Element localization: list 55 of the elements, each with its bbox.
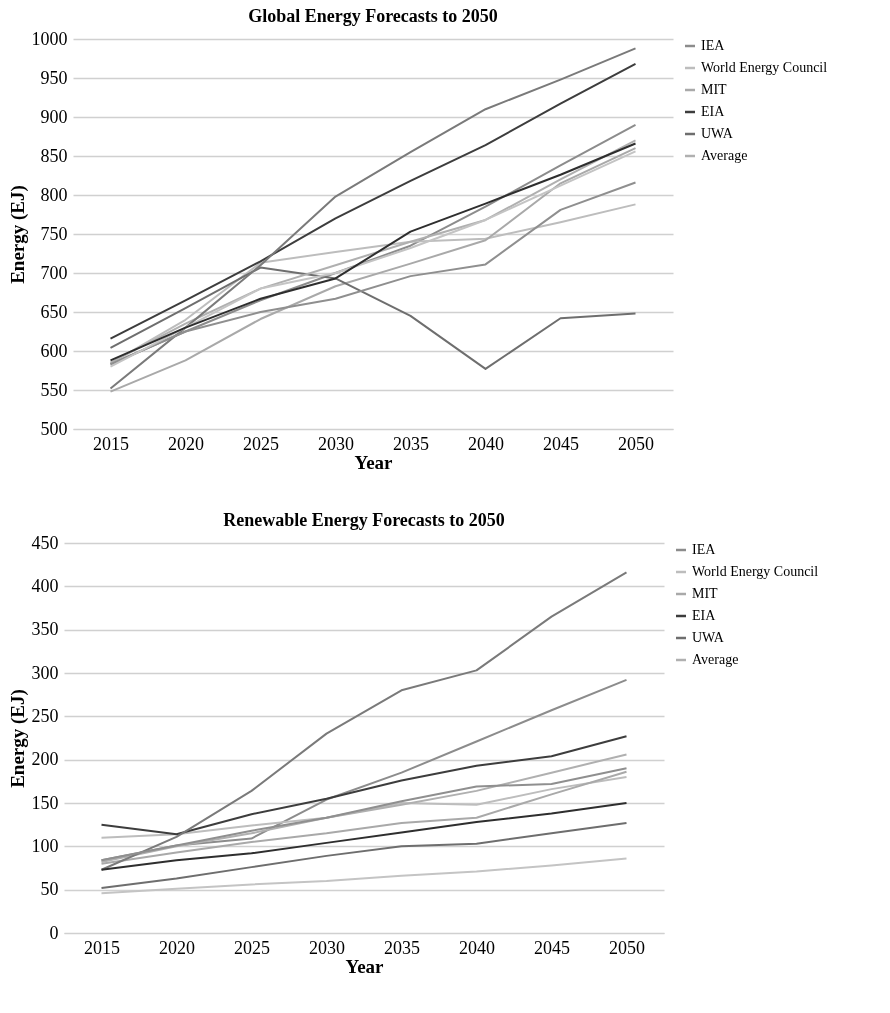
legend-label: EIA: [692, 608, 717, 623]
y-tick-label: 650: [40, 301, 68, 322]
chart-title: Global Energy Forecasts to 2050: [248, 6, 498, 26]
legend-label: UWA: [692, 630, 725, 645]
x-axis-title: Year: [354, 451, 394, 473]
legend-label: Average: [692, 652, 739, 667]
y-tick-label: 900: [40, 106, 68, 127]
legend-label: Average: [701, 148, 748, 163]
y-tick-label: 1000: [31, 28, 68, 49]
legend-label: UWA: [701, 126, 734, 141]
legend-label: World Energy Council: [701, 60, 828, 75]
legend-label: IEA: [701, 38, 726, 53]
y-tick-label: 700: [40, 262, 68, 283]
x-tick-label: 2030: [309, 937, 345, 958]
y-tick-label: 450: [31, 532, 59, 553]
y-tick-label: 950: [40, 67, 68, 88]
x-tick-label: 2015: [93, 433, 129, 454]
x-tick-label: 2050: [618, 433, 654, 454]
x-tick-label: 2045: [534, 937, 570, 958]
x-tick-label: 2020: [159, 937, 195, 958]
y-tick-label: 350: [31, 619, 59, 640]
x-tick-label: 2050: [609, 937, 645, 958]
y-axis-title: Energy (EJ): [6, 185, 29, 284]
legend-label: EIA: [701, 104, 726, 119]
y-tick-label: 600: [40, 340, 68, 361]
x-tick-label: 2035: [393, 433, 429, 454]
y-tick-label: 50: [40, 879, 59, 900]
legend-label: MIT: [701, 82, 728, 97]
y-tick-label: 750: [40, 223, 68, 244]
y-tick-label: 500: [40, 418, 68, 439]
y-tick-label: 100: [31, 835, 59, 856]
legend-label: IEA: [692, 542, 717, 557]
x-tick-label: 2020: [168, 433, 204, 454]
x-tick-label: 2030: [318, 433, 354, 454]
y-tick-label: 200: [31, 749, 59, 770]
x-tick-label: 2040: [459, 937, 495, 958]
x-tick-label: 2025: [243, 433, 279, 454]
legend-label: World Energy Council: [692, 564, 819, 579]
y-tick-label: 850: [40, 145, 68, 166]
y-tick-label: 550: [40, 379, 68, 400]
x-tick-label: 2015: [84, 937, 120, 958]
x-tick-label: 2045: [543, 433, 579, 454]
y-tick-label: 800: [40, 184, 68, 205]
x-tick-label: 2035: [384, 937, 420, 958]
y-tick-label: 400: [31, 575, 59, 596]
y-tick-label: 0: [49, 922, 59, 943]
x-tick-label: 2040: [468, 433, 504, 454]
y-tick-label: 250: [31, 705, 59, 726]
y-tick-label: 300: [31, 662, 59, 683]
x-axis-title: Year: [345, 955, 385, 977]
x-tick-label: 2025: [234, 937, 270, 958]
y-tick-label: 150: [31, 792, 59, 813]
chart-title: Renewable Energy Forecasts to 2050: [223, 510, 505, 530]
y-axis-title: Energy (EJ): [6, 689, 29, 788]
legend-label: MIT: [692, 586, 719, 601]
